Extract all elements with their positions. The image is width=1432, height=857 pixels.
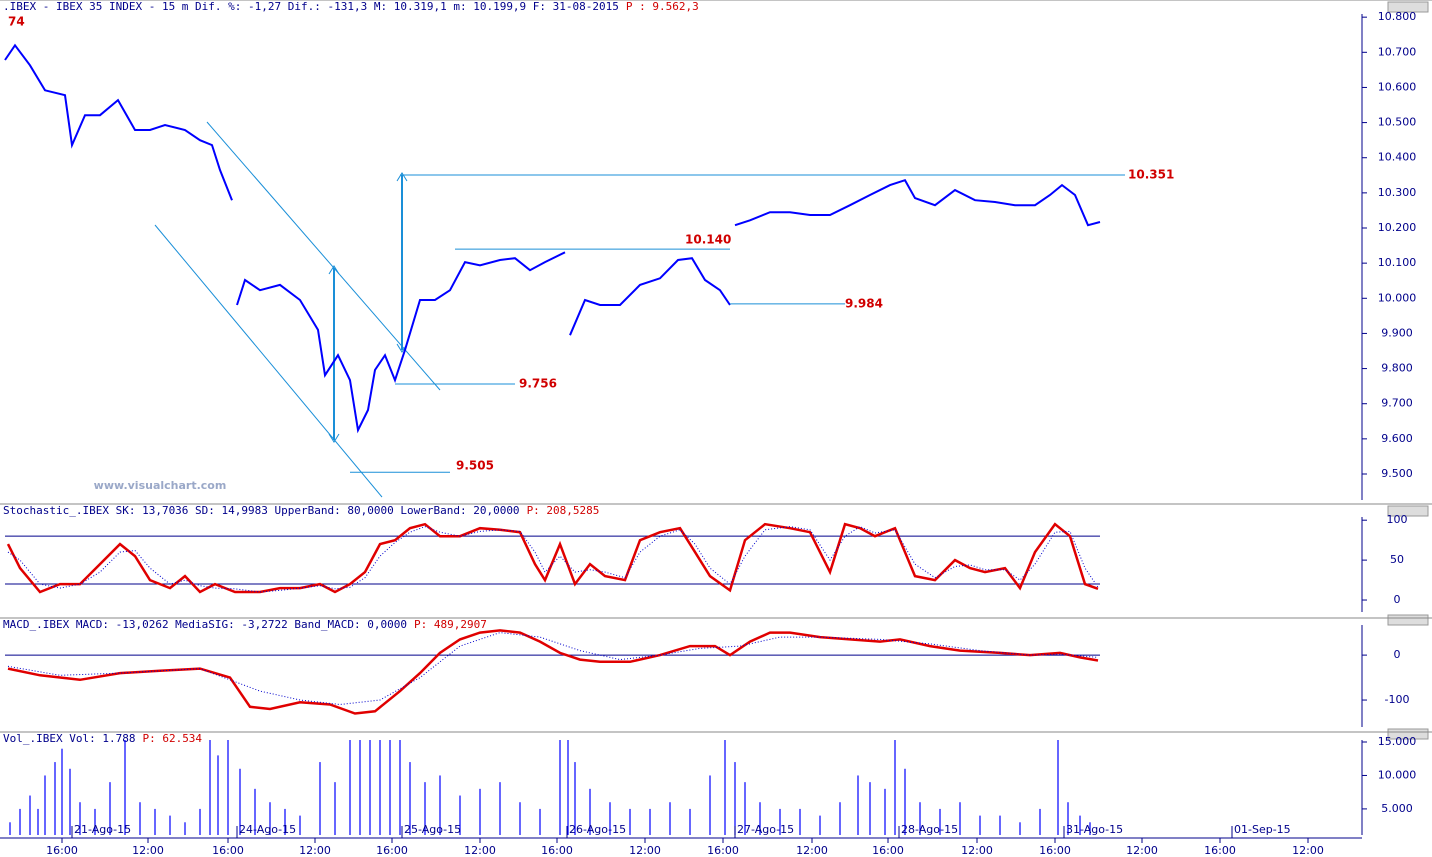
level-label: 10.351: [1128, 167, 1174, 181]
y-tick-label: 9.700: [1381, 397, 1413, 410]
y-tick-label: 9.600: [1381, 432, 1413, 445]
x-tick-label: 16:00: [376, 844, 408, 857]
indicator-line: [7, 526, 1099, 593]
y-tick-label: 50: [1390, 553, 1404, 566]
date-label: 26-Ago-15: [569, 823, 626, 836]
x-tick-label: 12:00: [629, 844, 661, 857]
y-tick-label: 9.900: [1381, 326, 1413, 339]
drawings: [154, 121, 441, 498]
y-tick-label: -100: [1385, 693, 1410, 706]
panel-title: Vol_.IBEX Vol: 1.788: [3, 732, 135, 745]
date-label: 31-Ago-15: [1066, 823, 1123, 836]
window-controls[interactable]: [1387, 505, 1429, 517]
panel-title-extra: P: 62.534: [142, 732, 202, 745]
x-tick-label: 16:00: [872, 844, 904, 857]
date-label: 21-Ago-15: [74, 823, 131, 836]
y-tick-label: 10.000: [1378, 291, 1417, 304]
indicator-line: [6, 522, 1099, 594]
y-tick-label: 100: [1387, 513, 1408, 526]
y-tick-label: 10.700: [1378, 45, 1417, 58]
level-label: 10.140: [685, 233, 731, 247]
x-tick-label: 16:00: [1204, 844, 1236, 857]
x-tick-label: 16:00: [212, 844, 244, 857]
indicator-line: [7, 629, 1099, 715]
y-tick-label: 10.200: [1378, 221, 1417, 234]
level-label: 9.984: [845, 296, 883, 310]
window-controls[interactable]: [1387, 614, 1429, 626]
channel-line: [154, 224, 383, 498]
window-controls[interactable]: [1387, 728, 1429, 740]
x-tick-label: 16:00: [541, 844, 573, 857]
panel-title: MACD_.IBEX MACD: -13,0262 MediaSIG: -3,2…: [3, 618, 407, 631]
x-tick-label: 12:00: [961, 844, 993, 857]
corner-label: 74: [8, 15, 25, 29]
x-tick-label: 16:00: [1039, 844, 1071, 857]
x-tick-label: 12:00: [464, 844, 496, 857]
panel-title: .IBEX - IBEX 35 INDEX - 15 m Dif. %: -1,…: [3, 0, 619, 13]
x-tick-label: 12:00: [299, 844, 331, 857]
date-label: 28-Ago-15: [901, 823, 958, 836]
price-line: [4, 43, 1101, 434]
y-tick-label: 10.300: [1378, 186, 1417, 199]
watermark: www.visualchart.com: [94, 479, 227, 492]
y-tick-label: 10.800: [1378, 10, 1417, 23]
level-label: 9.505: [456, 459, 494, 473]
y-tick-label: 10.100: [1378, 256, 1417, 269]
x-tick-label: 16:00: [46, 844, 78, 857]
y-tick-label: 9.500: [1381, 467, 1413, 480]
y-tick-label: 5.000: [1381, 802, 1413, 815]
y-tick-label: 0: [1394, 648, 1401, 661]
y-tick-label: 10.600: [1378, 80, 1417, 93]
date-label: 01-Sep-15: [1234, 823, 1291, 836]
x-tick-label: 12:00: [132, 844, 164, 857]
date-label: 25-Ago-15: [404, 823, 461, 836]
y-tick-label: 10.400: [1378, 151, 1417, 164]
x-tick-label: 16:00: [707, 844, 739, 857]
panel-title-extra: P: 208,5285: [527, 504, 600, 517]
date-label: 27-Ago-15: [737, 823, 794, 836]
window-controls[interactable]: [1387, 1, 1429, 13]
level-label: 9.756: [519, 377, 557, 391]
x-tick-label: 12:00: [796, 844, 828, 857]
panel-title-extra: P : 9.562,3: [626, 0, 699, 13]
x-tick-label: 12:00: [1126, 844, 1158, 857]
y-tick-label: 10.000: [1378, 768, 1417, 781]
y-tick-label: 15.000: [1378, 735, 1417, 748]
panel-title-extra: P: 489,2907: [414, 618, 487, 631]
arrow-heads: [328, 172, 408, 443]
window-buttons[interactable]: [1387, 1, 1429, 740]
y-tick-label: 0: [1394, 593, 1401, 606]
date-label: 24-Ago-15: [239, 823, 296, 836]
x-tick-label: 12:00: [1292, 844, 1324, 857]
panel-title: Stochastic_.IBEX SK: 13,7036 SD: 14,9983…: [3, 504, 520, 517]
y-tick-label: 9.800: [1381, 362, 1413, 375]
y-tick-label: 10.500: [1378, 116, 1417, 129]
